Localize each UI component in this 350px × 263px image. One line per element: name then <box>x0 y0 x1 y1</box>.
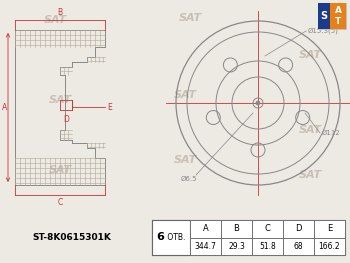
Text: SAT: SAT <box>43 15 66 25</box>
Text: SAT: SAT <box>174 155 197 165</box>
Text: E: E <box>107 103 112 112</box>
Bar <box>190 237 221 255</box>
Text: SAT: SAT <box>48 165 71 175</box>
Text: D: D <box>63 115 69 124</box>
Text: 6: 6 <box>156 232 164 242</box>
Bar <box>283 237 314 255</box>
Text: S: S <box>320 11 328 21</box>
Text: Ø6.5: Ø6.5 <box>181 176 197 182</box>
Bar <box>252 237 283 255</box>
Text: 51.8: 51.8 <box>259 242 276 251</box>
Bar <box>252 220 283 237</box>
Bar <box>318 3 330 29</box>
Text: SAT: SAT <box>48 95 71 105</box>
Text: SAT: SAT <box>299 170 322 180</box>
Bar <box>221 220 252 237</box>
Bar <box>314 220 345 237</box>
Bar <box>190 220 221 237</box>
Text: SAT: SAT <box>299 50 322 60</box>
Text: T: T <box>335 17 341 26</box>
Text: ОТВ.: ОТВ. <box>165 233 186 242</box>
Circle shape <box>256 101 260 105</box>
Text: C: C <box>57 198 63 207</box>
Bar <box>221 237 252 255</box>
Text: D: D <box>295 224 302 233</box>
Bar <box>318 3 346 29</box>
Text: B: B <box>233 224 239 233</box>
Text: C: C <box>265 224 271 233</box>
Text: Ø15.3(5): Ø15.3(5) <box>308 28 339 34</box>
Text: B: B <box>57 8 63 17</box>
Text: ST-8K0615301K: ST-8K0615301K <box>33 232 111 241</box>
Text: 68: 68 <box>294 242 303 251</box>
Text: 166.2: 166.2 <box>319 242 340 251</box>
Text: A: A <box>203 224 208 233</box>
Bar <box>314 237 345 255</box>
Polygon shape <box>329 3 346 29</box>
Bar <box>152 220 345 255</box>
Text: 29.3: 29.3 <box>228 242 245 251</box>
Bar <box>152 220 190 255</box>
Text: SAT: SAT <box>174 90 197 100</box>
Text: A: A <box>2 103 8 112</box>
Text: Ø112: Ø112 <box>322 130 341 136</box>
Text: A: A <box>335 6 342 15</box>
Text: SAT: SAT <box>299 125 322 135</box>
Text: E: E <box>327 224 332 233</box>
Text: 344.7: 344.7 <box>195 242 216 251</box>
Text: SAT: SAT <box>178 13 202 23</box>
Bar <box>283 220 314 237</box>
